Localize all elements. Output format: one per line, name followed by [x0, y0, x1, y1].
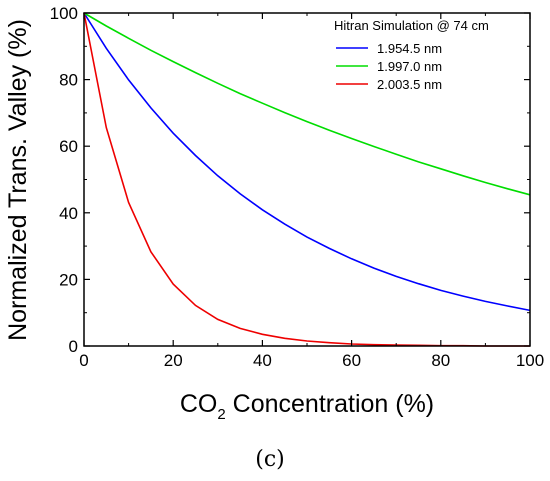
legend-title: Hitran Simulation @ 74 cm — [334, 18, 489, 33]
y-tick-label: 40 — [59, 204, 78, 223]
y-tick-label: 20 — [59, 270, 78, 289]
series-line-1 — [83, 12, 531, 312]
plot-marks — [83, 12, 531, 347]
y-tick-label: 60 — [59, 137, 78, 156]
x-tick-label: 0 — [79, 351, 88, 370]
y-tick-label: 80 — [59, 71, 78, 90]
x-tick-label: 40 — [253, 351, 272, 370]
x-tick-label: 100 — [516, 351, 544, 370]
axis-ticks: 0 20 40 60 80 100 0 20 40 60 80 100 — [50, 4, 545, 370]
legend-label-2: 1.997.0 nm — [377, 59, 442, 74]
x-axis-title-subscript: 2 — [217, 406, 225, 423]
x-tick-label: 80 — [431, 351, 450, 370]
x-axis-title-suffix: Concentration (%) — [226, 390, 434, 418]
legend-label-3: 2.003.5 nm — [377, 77, 442, 92]
x-axis-title: CO2 Concentration (%) — [180, 390, 434, 423]
panel-label: (c) — [255, 447, 285, 472]
x-axis-title-prefix: CO — [180, 390, 218, 418]
legend-label-1: 1.954.5 nm — [377, 41, 442, 56]
y-tick-label: 0 — [69, 337, 78, 356]
series-line-2 — [83, 12, 531, 196]
y-tick-label: 100 — [50, 4, 78, 23]
x-tick-label: 60 — [342, 351, 361, 370]
x-tick-label: 20 — [164, 351, 183, 370]
legend: Hitran Simulation @ 74 cm 1.954.5 nm 1.99… — [334, 18, 489, 92]
y-axis-title: Normalized Trans. Valley (%) — [4, 19, 32, 341]
